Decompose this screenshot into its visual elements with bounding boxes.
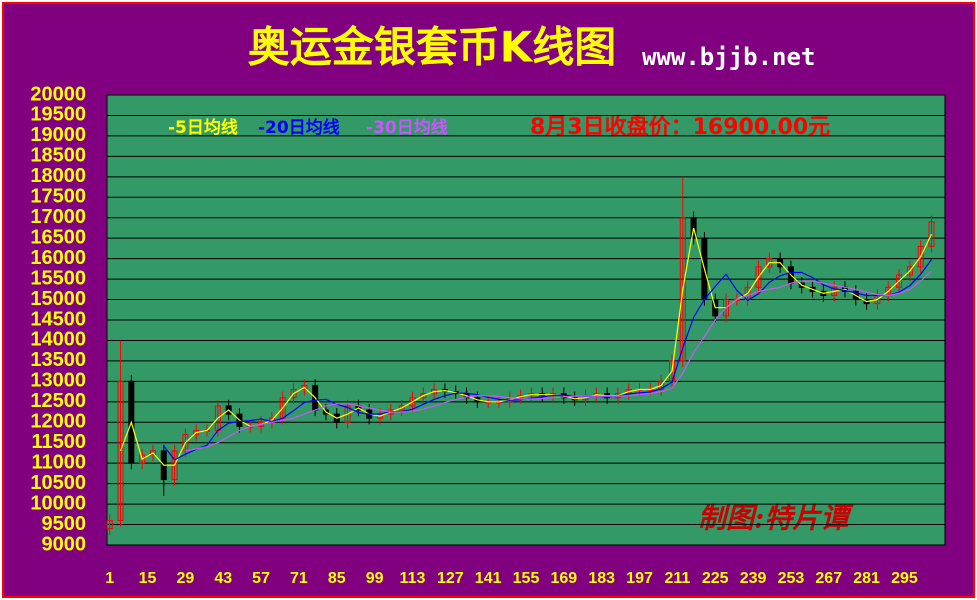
candle-body bbox=[409, 397, 416, 407]
y-tick-label: 19000 bbox=[30, 124, 86, 146]
candle-body bbox=[928, 221, 935, 247]
y-tick-label: 16500 bbox=[30, 226, 86, 248]
y-tick-label: 20000 bbox=[30, 83, 86, 105]
y-tick-label: 17500 bbox=[30, 186, 86, 208]
candle-body bbox=[744, 286, 751, 301]
y-tick-label: 13000 bbox=[30, 370, 86, 392]
candle-body bbox=[755, 266, 762, 288]
legend-entry: -5日均线 bbox=[168, 117, 238, 138]
x-tick-label: 85 bbox=[328, 570, 346, 587]
x-tick-label: 295 bbox=[891, 570, 918, 587]
candle-body bbox=[301, 384, 308, 391]
y-tick-label: 11000 bbox=[31, 451, 86, 473]
y-tick-label: 17000 bbox=[30, 206, 86, 228]
marks bbox=[106, 176, 935, 535]
x-tick-label: 267 bbox=[815, 570, 842, 587]
moving-average-line bbox=[163, 259, 932, 461]
y-tick-label: 10500 bbox=[30, 472, 86, 494]
y-tick-label: 18500 bbox=[30, 145, 86, 167]
x-tick-label: 197 bbox=[626, 570, 653, 587]
candle-body bbox=[420, 393, 427, 399]
y-tick-label: 14500 bbox=[30, 308, 86, 330]
y-tick-label: 12500 bbox=[30, 390, 86, 412]
y-tick-label: 11500 bbox=[31, 431, 86, 453]
candle-body bbox=[906, 266, 913, 276]
x-tick-label: 141 bbox=[475, 570, 502, 587]
x-tick-label: 183 bbox=[588, 570, 615, 587]
y-tick-label: 18000 bbox=[30, 165, 86, 187]
y-tick-label: 9500 bbox=[42, 513, 87, 535]
x-tick-label: 57 bbox=[252, 570, 270, 587]
x-tick-label: 225 bbox=[702, 570, 729, 587]
x-tick-label: 253 bbox=[778, 570, 805, 587]
grid bbox=[107, 94, 945, 546]
chart-subtitle: www.bjjb.net bbox=[642, 43, 815, 71]
y-tick-label: 9000 bbox=[42, 533, 87, 555]
x-tick-label: 71 bbox=[290, 570, 308, 587]
x-tick-label: 211 bbox=[664, 570, 690, 587]
legend-entry: -20日均线 bbox=[258, 117, 340, 138]
x-tick-label: 239 bbox=[740, 570, 767, 587]
x-tick-label: 29 bbox=[176, 570, 194, 587]
candle-body bbox=[344, 405, 351, 423]
candle-body bbox=[182, 434, 189, 452]
y-tick-label: 19500 bbox=[30, 104, 86, 126]
y-tick-label: 16000 bbox=[30, 247, 86, 269]
x-tick-label: 281 bbox=[853, 570, 880, 587]
x-tick-label: 99 bbox=[366, 570, 384, 587]
chart-title: 奥运金银套币K线图 bbox=[248, 23, 617, 72]
candle-body bbox=[149, 450, 156, 456]
x-tick-label: 169 bbox=[550, 570, 577, 587]
x-tick-label: 155 bbox=[513, 570, 540, 587]
x-tick-label: 1 bbox=[105, 570, 114, 587]
candle-body bbox=[106, 519, 113, 530]
moving-average-line bbox=[185, 270, 932, 452]
y-tick-label: 12000 bbox=[30, 411, 86, 433]
labels: 9000950010000105001100011500120001250013… bbox=[30, 83, 918, 587]
candle-body bbox=[679, 217, 686, 362]
candle-body bbox=[117, 380, 124, 521]
legend-entry: -30日均线 bbox=[366, 117, 448, 138]
y-tick-label: 14000 bbox=[30, 329, 86, 351]
y-tick-label: 15000 bbox=[30, 288, 86, 310]
y-tick-label: 13500 bbox=[30, 349, 86, 371]
x-tick-label: 15 bbox=[139, 570, 157, 587]
candle-body bbox=[398, 405, 405, 411]
x-tick-label: 127 bbox=[437, 570, 464, 587]
candle-body bbox=[896, 274, 903, 288]
watermark: 制图:特片谭 bbox=[698, 502, 854, 535]
y-tick-label: 15500 bbox=[30, 267, 86, 289]
candle-body bbox=[139, 454, 146, 464]
candle-body bbox=[658, 380, 665, 391]
y-tick-label: 10000 bbox=[30, 492, 86, 514]
x-tick-label: 43 bbox=[214, 570, 232, 587]
candle-body bbox=[917, 245, 924, 268]
candle-body bbox=[290, 389, 297, 399]
x-tick-label: 113 bbox=[400, 570, 426, 587]
